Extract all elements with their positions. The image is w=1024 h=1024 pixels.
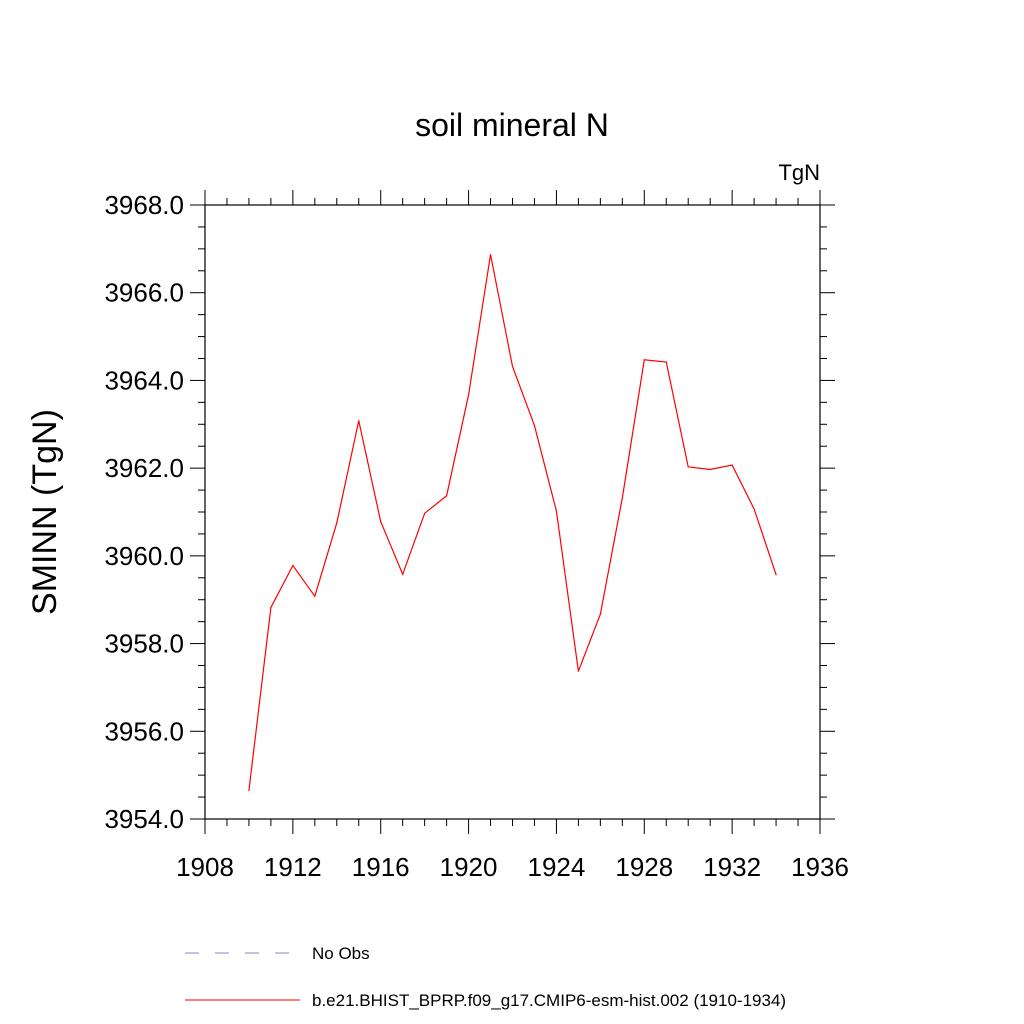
y-tick-label: 3964.0 bbox=[104, 365, 184, 395]
data-point bbox=[489, 253, 492, 256]
y-tick-label: 3956.0 bbox=[104, 716, 184, 746]
chart-title: soil mineral N bbox=[415, 107, 609, 143]
data-point bbox=[555, 510, 558, 512]
series-line-0 bbox=[248, 254, 777, 791]
legend-label-0: No Obs bbox=[312, 944, 370, 963]
x-tick-label: 1912 bbox=[264, 852, 322, 882]
series-layer bbox=[248, 253, 777, 792]
data-point bbox=[533, 425, 536, 427]
x-tick-label: 1932 bbox=[703, 852, 761, 882]
x-tick-label: 1908 bbox=[176, 852, 234, 882]
data-point bbox=[314, 595, 316, 597]
data-point bbox=[248, 789, 250, 792]
x-tick-label: 1920 bbox=[440, 852, 498, 882]
x-tick-label: 1936 bbox=[791, 852, 849, 882]
data-point bbox=[599, 613, 601, 615]
data-point bbox=[643, 359, 645, 361]
data-point bbox=[358, 420, 360, 422]
data-point bbox=[621, 497, 623, 499]
units-label: TgN bbox=[778, 160, 820, 185]
data-point bbox=[402, 573, 404, 575]
data-point bbox=[380, 521, 382, 523]
data-point bbox=[511, 365, 514, 367]
data-point bbox=[336, 522, 338, 524]
data-point bbox=[467, 394, 470, 396]
legend-label-1: b.e21.BHIST_BPRP.f09_g17.CMIP6-esm-hist.… bbox=[312, 991, 786, 1010]
x-tick-label: 1916 bbox=[352, 852, 410, 882]
legend: No Obs b.e21.BHIST_BPRP.f09_g17.CMIP6-esm… bbox=[185, 944, 786, 1010]
data-point bbox=[687, 466, 689, 468]
axis-ticks: 1908 1912 1916 1920 1924 1928 1932 1936 3954.0 39… bbox=[104, 190, 849, 882]
data-point bbox=[709, 468, 711, 471]
y-tick-label: 3954.0 bbox=[104, 804, 184, 834]
data-point bbox=[292, 564, 294, 567]
x-tick-label: 1928 bbox=[615, 852, 673, 882]
x-tick-label: 1924 bbox=[528, 852, 586, 882]
plot-frame bbox=[204, 204, 821, 820]
y-axis-label: SMINN (TgN) bbox=[26, 409, 64, 615]
data-point bbox=[753, 508, 755, 510]
data-point bbox=[424, 512, 426, 514]
y-tick-label: 3968.0 bbox=[104, 190, 184, 220]
data-point bbox=[446, 495, 448, 497]
data-point bbox=[731, 464, 733, 466]
data-point bbox=[775, 574, 777, 576]
y-tick-label: 3962.0 bbox=[104, 453, 184, 483]
data-point bbox=[665, 361, 667, 363]
y-tick-label: 3960.0 bbox=[104, 541, 184, 571]
y-tick-label: 3966.0 bbox=[104, 278, 184, 308]
data-point bbox=[577, 670, 579, 672]
data-point bbox=[270, 607, 272, 609]
y-tick-label: 3958.0 bbox=[104, 629, 184, 659]
